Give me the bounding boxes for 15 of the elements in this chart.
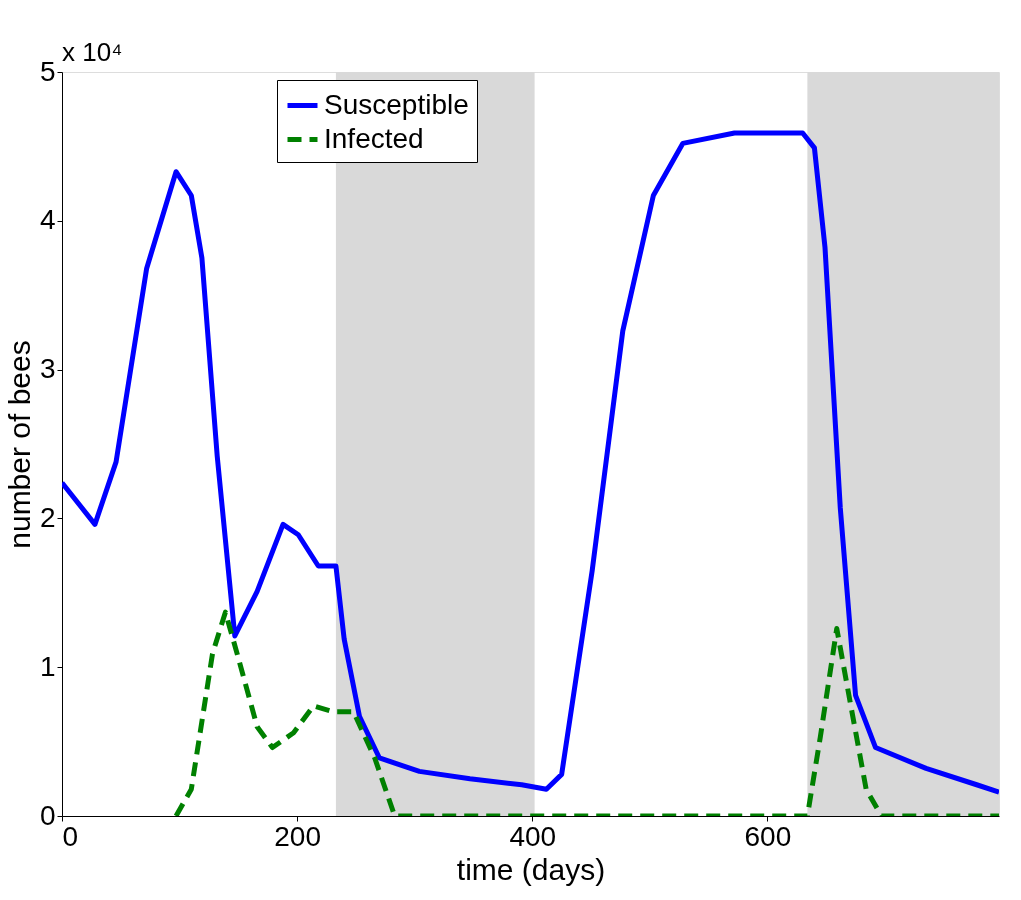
x-tick-label: 400 (509, 820, 557, 852)
x-tick-label: 600 (744, 820, 792, 852)
legend-label: Infected (324, 122, 424, 154)
y-tick-label: 2 (39, 501, 56, 533)
x-axis-title: time (days) (456, 852, 606, 886)
legend-label: Susceptible (324, 88, 469, 120)
x-tick-label: 0 (62, 820, 79, 852)
text: x 10⁴ (62, 37, 123, 67)
y-tick-label: 0 (39, 799, 56, 831)
y-tick-label: 1 (39, 650, 56, 682)
y-tick-label: 5 (39, 55, 56, 87)
x-tick-label: 200 (274, 820, 321, 852)
y-tick-label: 3 (39, 353, 56, 385)
y-tick-label: 4 (39, 204, 56, 236)
y-axis-title: number of bees (2, 340, 36, 549)
